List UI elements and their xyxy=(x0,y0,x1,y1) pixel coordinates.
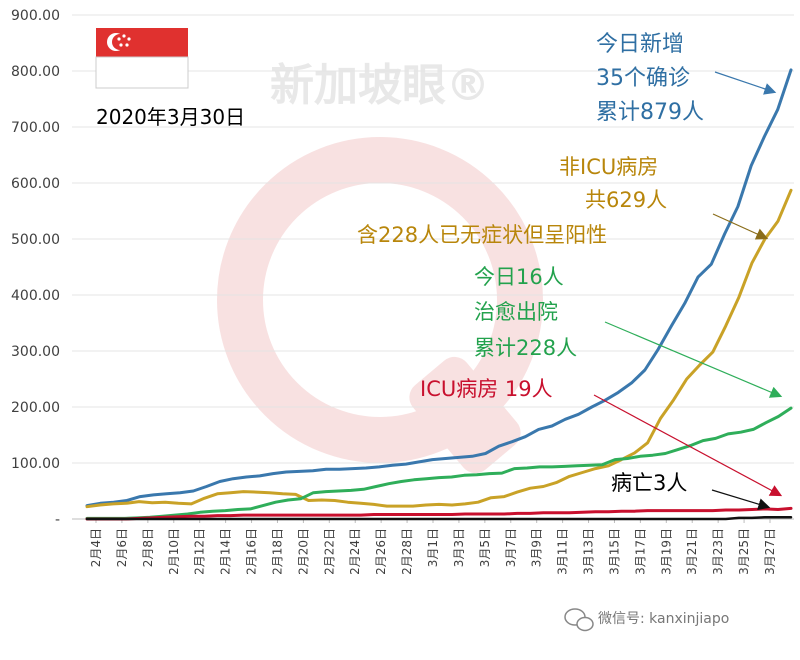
wechat-id-label: 微信号: kanxinjiapo xyxy=(598,611,729,627)
flag-white-band xyxy=(95,56,189,89)
annotation-total: 今日新增 35个确诊 累计879人 xyxy=(596,32,704,125)
watermark-handle xyxy=(409,356,521,474)
chart-date-label: 2020年3月30日 xyxy=(96,105,245,129)
x-tick-label: 3月1日 xyxy=(426,528,440,567)
anno-discharged-line1: 今日16人 xyxy=(474,265,564,289)
x-tick-label: 2月20日 xyxy=(296,528,310,575)
singapore-flag-icon xyxy=(95,28,189,89)
x-tick-label: 3月27日 xyxy=(763,528,777,575)
anno-discharged-line2: 治愈出院 xyxy=(474,300,558,324)
y-tick-label: 100.00 xyxy=(11,456,60,472)
x-tick-label: 2月26日 xyxy=(374,528,388,575)
x-tick-label: 3月15日 xyxy=(607,528,621,575)
x-tick-label: 3月25日 xyxy=(737,528,751,575)
x-tick-label: 2月16日 xyxy=(245,528,259,575)
x-tick-label: 3月23日 xyxy=(711,528,725,575)
anno-deaths: 病亡3人 xyxy=(611,471,687,495)
x-tick-label: 2月6日 xyxy=(115,528,129,567)
y-tick-label: 200.00 xyxy=(11,400,60,416)
x-axis: 2月4日 2月6日 2月8日 2月10日 2月12日 2月14日 2月16日 2月18日 2月2… xyxy=(89,519,777,575)
arrow-deaths xyxy=(711,489,771,510)
x-tick-label: 3月3日 xyxy=(452,528,466,567)
x-tick-label: 2月18日 xyxy=(270,528,284,575)
watermark-logo xyxy=(217,137,543,474)
series-line-deaths xyxy=(85,516,793,521)
watermark-ring xyxy=(217,137,543,463)
anno-discharged-line3: 累计228人 xyxy=(474,336,577,360)
arrow-non-icu xyxy=(712,213,769,240)
x-tick-label: 3月9日 xyxy=(530,528,544,567)
y-tick-label: 900.00 xyxy=(11,8,60,24)
x-tick-label: 3月21日 xyxy=(685,528,699,575)
wechat-footer: 微信号: kanxinjiapo xyxy=(564,608,729,632)
x-tick-label: 2月14日 xyxy=(219,528,233,575)
anno-nonicu-line1: 非ICU病房 xyxy=(559,155,658,179)
y-tick-label: 400.00 xyxy=(11,288,60,304)
series-line-non-icu xyxy=(85,188,793,509)
watermark-text: 新加坡眼® xyxy=(270,60,490,111)
y-tick-label: 600.00 xyxy=(11,176,60,192)
y-tick-label: 500.00 xyxy=(11,232,60,248)
x-tick-label: 2月10日 xyxy=(167,528,181,575)
x-tick-label: 2月4日 xyxy=(89,528,103,567)
y-tick-label: 300.00 xyxy=(11,344,60,360)
series-layer xyxy=(85,68,793,521)
y-axis: 900.00 800.00 700.00 600.00 500.00 400.00 300.… xyxy=(11,8,60,528)
x-tick-label: 3月13日 xyxy=(582,528,596,575)
arrow-discharged xyxy=(604,321,783,398)
series-line-discharged xyxy=(85,406,793,520)
anno-nonicu-line2: 共629人 xyxy=(585,188,667,212)
x-tick-label: 2月24日 xyxy=(348,528,362,575)
anno-nonicu-line3: 含228人已无症状但呈阳性 xyxy=(357,223,607,247)
x-tick-label: 2月8日 xyxy=(141,528,155,567)
anno-total-line1: 今日新增 xyxy=(596,32,684,57)
x-tick-label: 2月12日 xyxy=(193,528,207,575)
flag-crescent-inner xyxy=(112,34,128,50)
x-tick-label: 2月28日 xyxy=(400,528,414,575)
y-tick-label: 800.00 xyxy=(11,64,60,80)
y-tick-label: - xyxy=(55,512,60,528)
x-tick-label: 3月11日 xyxy=(556,528,570,575)
anno-total-line2: 35个确诊 xyxy=(596,66,690,91)
arrow-icu xyxy=(593,394,783,497)
anno-icu: ICU病房 19人 xyxy=(420,377,553,401)
arrow-total xyxy=(714,71,777,95)
x-tick-label: 3月17日 xyxy=(633,528,647,575)
annotation-discharged: 今日16人 治愈出院 累计228人 xyxy=(474,265,577,360)
x-tick-label: 3月19日 xyxy=(659,528,673,575)
x-tick-label: 3月7日 xyxy=(504,528,518,567)
x-tick-label: 2月22日 xyxy=(322,528,336,575)
flag-stars xyxy=(117,34,131,47)
series-line-icu xyxy=(85,506,793,521)
anno-total-line3: 累计879人 xyxy=(596,100,704,125)
series-line-total xyxy=(85,68,793,508)
y-tick-label: 700.00 xyxy=(11,120,60,136)
wechat-icon xyxy=(564,608,594,632)
annotation-non-icu: 非ICU病房 共629人 含228人已无症状但呈阳性 xyxy=(357,155,667,247)
x-tick-label: 3月5日 xyxy=(478,528,492,567)
